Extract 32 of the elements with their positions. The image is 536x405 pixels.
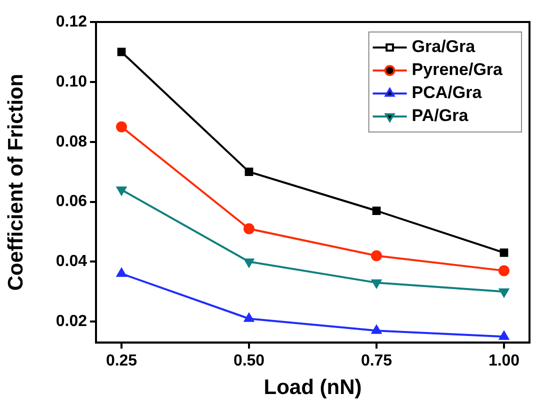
y-tick-label: 0.08: [56, 133, 88, 150]
x-tick-label: 0.25: [106, 352, 138, 370]
x-axis-title: Load (nN): [264, 376, 362, 400]
legend-label: Gra/Gra: [412, 37, 476, 56]
point: [498, 265, 510, 276]
point: [116, 268, 126, 277]
point: [244, 223, 254, 234]
point: [117, 48, 126, 56]
point: [499, 331, 509, 340]
y-tick-label: 0.12: [56, 13, 88, 30]
y-axis-title: Coefficient of Friction: [4, 74, 28, 291]
point: [244, 313, 254, 322]
x-tick-label: 0.50: [233, 352, 265, 370]
y-tick-label: 0.06: [56, 193, 88, 210]
legend-label: PCA/Gra: [412, 83, 482, 102]
point: [116, 121, 127, 132]
point: [371, 250, 382, 262]
x-tick-label: 1.00: [488, 352, 520, 370]
point: [116, 186, 126, 196]
point: [499, 288, 509, 298]
y-tick-label: 0.10: [56, 73, 88, 90]
legend-label: PA/Gra: [412, 106, 469, 126]
point: [372, 325, 382, 334]
legend-label: Pyrene/Gra: [412, 60, 504, 80]
point: [372, 279, 382, 288]
x-tick-label: 0.75: [360, 352, 392, 370]
point: [244, 168, 254, 176]
point: [244, 258, 254, 268]
y-tick-label: 0.02: [56, 313, 88, 330]
point: [372, 206, 381, 215]
y-tick-label: 0.04: [56, 253, 88, 270]
point: [500, 248, 508, 257]
